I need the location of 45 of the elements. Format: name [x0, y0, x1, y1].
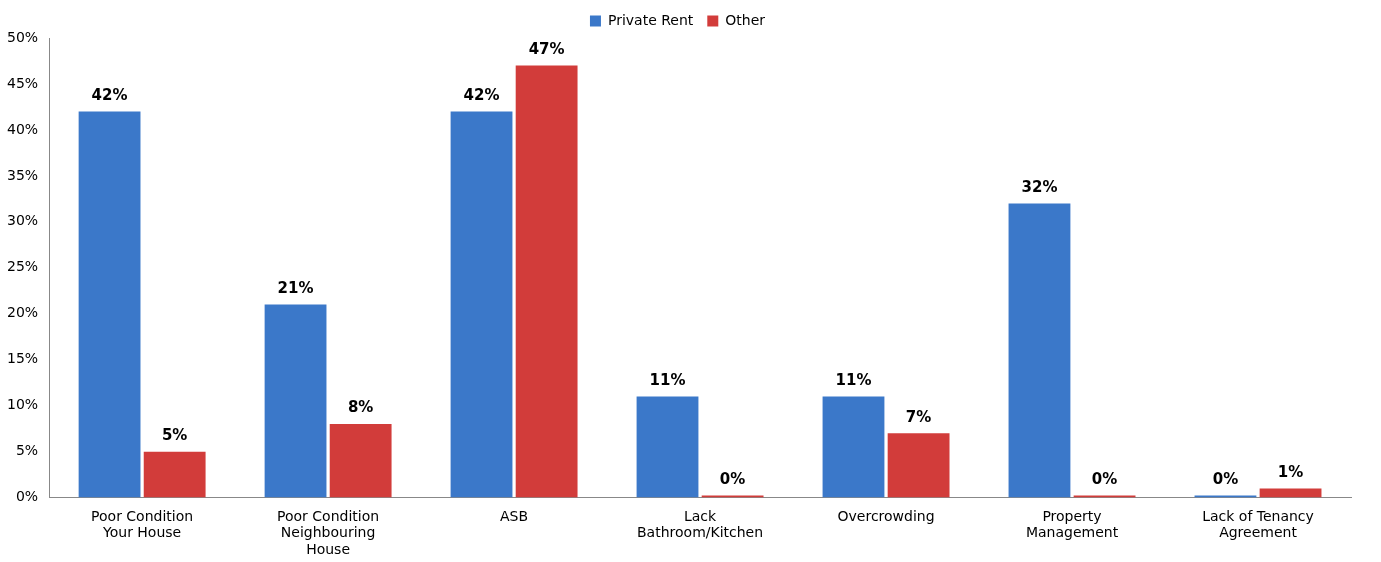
y-tick-label: 40%: [6, 120, 39, 137]
bar: [1008, 203, 1071, 498]
data-label: 7%: [905, 407, 932, 426]
x-tick-label: Property Management: [1025, 507, 1119, 541]
y-tick-label: 35%: [6, 166, 39, 183]
data-label: 42%: [463, 85, 500, 104]
data-label: 0%: [1091, 469, 1118, 488]
data-label: 0%: [1212, 469, 1239, 488]
y-tick-label: 20%: [6, 304, 39, 321]
y-tick-label: 25%: [6, 258, 39, 275]
bar: [78, 111, 141, 498]
y-tick-label: 45%: [6, 74, 39, 91]
y-tick-label: 30%: [6, 212, 39, 229]
bar: [1259, 488, 1322, 498]
data-label: 1%: [1277, 462, 1304, 481]
legend-label: Private Rent: [607, 11, 694, 28]
y-tick-label: 50%: [6, 28, 39, 45]
x-tick-label: Lack Bathroom/Kitchen: [637, 507, 764, 541]
y-tick-label: 10%: [6, 396, 39, 413]
x-tick-label: Overcrowding: [837, 507, 935, 524]
data-label: 32%: [1021, 177, 1058, 196]
data-label: 42%: [91, 85, 128, 104]
data-label: 11%: [649, 370, 686, 389]
bar: [264, 304, 327, 498]
x-tick-label: Lack of Tenancy Agreement: [1202, 507, 1314, 541]
y-tick-label: 0%: [15, 488, 39, 505]
x-tick-label: ASB: [500, 507, 529, 524]
x-tick-label: Poor Condition Neighbouring House: [277, 507, 380, 558]
data-label: 0%: [719, 469, 746, 488]
data-label: 47%: [528, 39, 565, 58]
bar: [822, 396, 885, 498]
data-label: 11%: [835, 370, 872, 389]
y-tick-label: 15%: [6, 350, 39, 367]
y-tick-label: 5%: [15, 442, 39, 459]
data-label: 21%: [277, 278, 314, 297]
legend-label: Other: [725, 11, 766, 28]
data-label: 8%: [347, 398, 374, 417]
bar: [887, 433, 950, 498]
x-tick-label: Poor Condition Your House: [91, 507, 194, 541]
data-label: 5%: [161, 426, 188, 445]
bar: [143, 451, 206, 498]
bar: [636, 396, 699, 498]
bar: [329, 424, 392, 498]
bar: [515, 65, 578, 498]
bar: [450, 111, 513, 498]
